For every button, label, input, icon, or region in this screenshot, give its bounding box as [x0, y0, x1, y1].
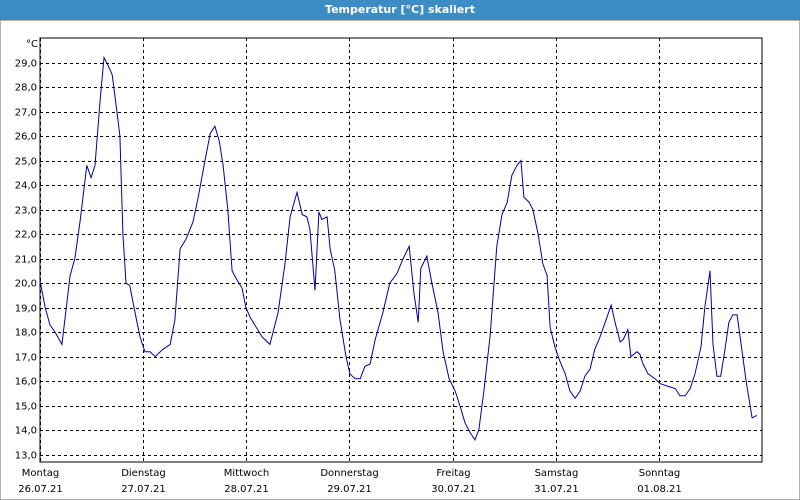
x-tick-sublabel: 26.07.21 [18, 484, 63, 495]
y-tick-label: 13,0 [15, 451, 37, 462]
y-tick-label: 28,0 [15, 83, 37, 94]
y-tick-label: 21,0 [15, 255, 37, 266]
x-tick-label: Dienstag [121, 468, 166, 479]
y-tick-label: 26,0 [15, 132, 37, 143]
y-tick-label: 15,0 [15, 402, 37, 413]
x-tick-sublabel: 29.07.21 [327, 484, 372, 495]
x-tick-label: Donnerstag [320, 468, 378, 479]
window-title: Temperatur [°C] skaliert [0, 0, 800, 20]
y-unit: °C [26, 39, 38, 50]
y-tick-label: 22,0 [15, 230, 37, 241]
temperature-line [39, 55, 758, 441]
x-tick-sublabel: 27.07.21 [121, 484, 166, 495]
y-tick-label: 14,0 [15, 426, 37, 437]
plot-area [39, 37, 763, 463]
y-tick-label: 20,0 [15, 279, 37, 290]
y-tick-label: 17,0 [15, 353, 37, 364]
x-tick-label: Samstag [535, 468, 579, 479]
y-tick-label: 18,0 [15, 328, 37, 339]
y-tick-label: 23,0 [15, 206, 37, 217]
y-tick-label: 29,0 [15, 59, 37, 70]
x-tick-sublabel: 28.07.21 [224, 484, 269, 495]
y-tick-label: 19,0 [15, 304, 37, 315]
y-tick-label: 16,0 [15, 377, 37, 388]
x-tick-sublabel: 31.07.21 [534, 484, 579, 495]
y-tick-label: 25,0 [15, 157, 37, 168]
y-tick-label: 24,0 [15, 181, 37, 192]
x-tick-sublabel: 01.08.21 [637, 484, 682, 495]
chart: °C 13,0 14,0 15,0 16,0 17,0 18,0 19,0 20,0 21,0 2… [0, 20, 800, 500]
y-tick-label: 27,0 [15, 108, 37, 119]
x-tick-label: Sonntag [639, 468, 681, 479]
x-tick-sublabel: 30.07.21 [431, 484, 476, 495]
x-tick-label: Freitag [436, 468, 470, 479]
x-tick-label: Montag [22, 468, 59, 479]
x-tick-label: Mittwoch [224, 468, 269, 479]
